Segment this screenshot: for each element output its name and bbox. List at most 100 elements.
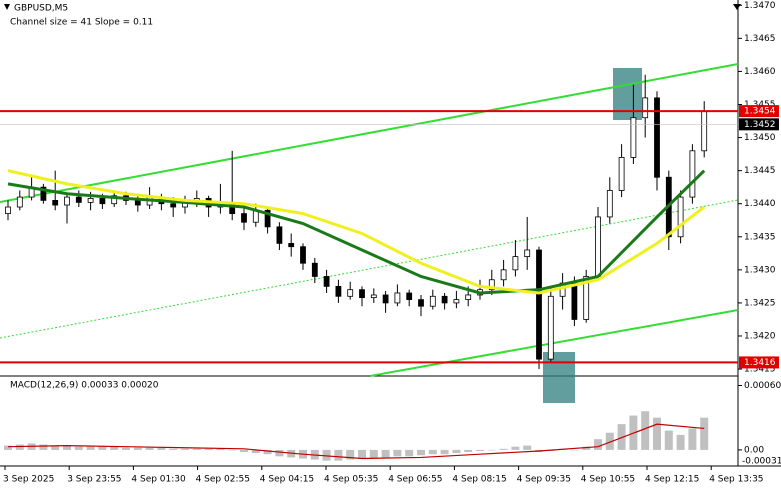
current-price-label: 1.3452 <box>744 120 776 130</box>
y-tick-label: 1.3445 <box>744 166 776 176</box>
macd-bar <box>464 449 473 453</box>
candle-body <box>382 294 389 304</box>
x-tick-label: 4 Sep 12:15 <box>645 475 699 485</box>
candle-body <box>323 276 330 287</box>
macd-bar <box>169 448 178 450</box>
macd-bar <box>334 449 343 461</box>
macd-bar <box>204 448 213 450</box>
x-tick-label: 4 Sep 01:30 <box>131 475 186 485</box>
macd-bar <box>688 428 697 450</box>
macd-bar <box>228 449 237 451</box>
y-tick-label: 1.3425 <box>744 298 776 308</box>
candle-body <box>524 249 531 258</box>
macd-bar <box>676 434 685 450</box>
y-tick-label: 1.3435 <box>744 232 776 242</box>
x-tick-label: 4 Sep 09:35 <box>517 475 571 485</box>
macd-bar <box>145 447 154 450</box>
candle-body <box>75 196 82 203</box>
macd-bottom-label: -0.00031 <box>742 457 781 467</box>
macd-bar <box>452 449 461 454</box>
candle-body <box>465 294 472 301</box>
candle-body <box>276 226 283 244</box>
macd-bar <box>322 449 331 461</box>
y-tick-label: 1.3440 <box>744 199 776 209</box>
macd-bar <box>617 424 626 450</box>
channel-mid <box>0 199 739 339</box>
candle-body <box>300 246 306 264</box>
candle-body <box>547 295 554 360</box>
macd-bar <box>251 449 260 454</box>
candle-body <box>488 279 495 291</box>
candle-body <box>618 157 625 191</box>
macd-bar <box>240 449 248 453</box>
macd-bar <box>216 448 225 450</box>
candle-body <box>40 186 47 201</box>
x-tick-label: 3 Sep 2025 <box>3 475 54 485</box>
x-tick-label: 4 Sep 05:35 <box>324 475 378 485</box>
candle-body <box>606 190 613 218</box>
macd-bar <box>381 449 390 458</box>
candle-body <box>536 249 542 360</box>
y-tick-label: 1.3455 <box>744 100 776 110</box>
candle-body <box>677 196 684 238</box>
macd-bar <box>122 447 130 450</box>
candle-body <box>134 199 141 206</box>
macd-bar <box>110 446 119 450</box>
candle-body <box>359 289 365 299</box>
x-tick-label: 4 Sep 02:55 <box>196 475 250 485</box>
y-tick-label: 1.3415 <box>744 365 776 375</box>
candle-body <box>170 203 177 208</box>
candle-body <box>512 256 519 271</box>
signal-box <box>543 352 575 403</box>
y-tick-label: 1.3430 <box>744 265 776 275</box>
candle-body <box>406 292 413 301</box>
x-tick-label: 4 Sep 06:55 <box>388 475 442 485</box>
y-tick-label: 0.00 <box>744 445 764 455</box>
macd-bar <box>523 445 532 450</box>
macd-bar <box>15 444 24 450</box>
candle-body <box>453 299 460 304</box>
macd-bar <box>4 445 12 450</box>
macd-bar <box>499 448 508 450</box>
x-tick-label: 4 Sep 13:35 <box>709 475 763 485</box>
x-tick-label: 4 Sep 10:55 <box>581 475 635 485</box>
macd-bar <box>476 449 484 451</box>
y-tick-label: 0.00060 <box>744 381 781 391</box>
macd-bar <box>700 417 709 450</box>
y-tick-label: 1.3450 <box>744 133 776 143</box>
macd-bar <box>358 449 366 459</box>
macd-bar <box>98 446 107 450</box>
level-label: 1.3416 <box>744 358 776 368</box>
candle-body <box>16 196 23 208</box>
macd-bar <box>664 430 673 450</box>
candle-body <box>5 206 11 215</box>
candle-body <box>64 196 70 206</box>
macd-bar <box>369 449 378 459</box>
macd-bar <box>74 446 83 450</box>
current-price-box <box>739 118 779 131</box>
candle-body <box>52 199 59 206</box>
candle-body <box>689 150 696 198</box>
candle-body <box>595 216 601 277</box>
x-tick-label: 4 Sep 08:15 <box>452 475 506 485</box>
candle-body <box>571 282 578 320</box>
symbol-arrow <box>4 4 10 10</box>
candle-body <box>347 289 354 297</box>
macd-bar <box>393 449 402 457</box>
candle-body <box>87 198 94 203</box>
macd-bar <box>570 449 579 451</box>
candle-body <box>370 294 377 299</box>
macd-bar <box>653 417 661 450</box>
candle-body <box>583 276 590 320</box>
macd-bar <box>346 449 355 460</box>
channel-lower <box>369 309 739 377</box>
level-label-box <box>739 356 779 369</box>
candle-body <box>241 213 247 223</box>
macd-bar <box>63 445 71 450</box>
macd-bar <box>440 449 449 455</box>
candle-body <box>111 195 118 205</box>
level-label: 1.3454 <box>744 107 776 117</box>
macd-bar <box>605 432 614 450</box>
macd-bar <box>275 449 284 457</box>
